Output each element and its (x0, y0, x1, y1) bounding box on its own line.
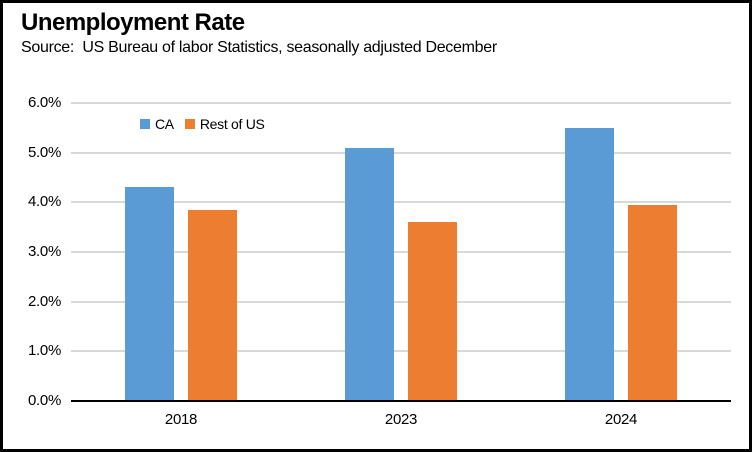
bar-rest-of-us-2023 (408, 222, 457, 401)
legend-label: CA (155, 116, 174, 132)
gridline (71, 151, 731, 154)
legend-label: Rest of US (199, 116, 265, 132)
legend-item-ca: CA (140, 116, 174, 132)
x-tick-label: 2018 (164, 411, 198, 428)
y-tick-label: 1.0% (28, 342, 61, 360)
legend-item-rest-of-us: Rest of US (184, 116, 265, 132)
y-tick-label: 5.0% (28, 143, 61, 161)
y-tick-label: 0.0% (28, 392, 61, 409)
gridline (71, 350, 731, 353)
y-tick-label: 6.0% (28, 94, 61, 111)
bar-rest-of-us-2018 (188, 209, 237, 401)
legend-swatch-icon (184, 119, 195, 129)
legend-swatch-icon (140, 119, 150, 129)
x-tick-label: 2024 (604, 411, 638, 428)
y-tick-label: 2.0% (28, 292, 61, 310)
bar-ca-2018 (125, 187, 174, 401)
x-tick-label: 2023 (384, 411, 418, 428)
y-tick-label: 4.0% (28, 193, 61, 211)
gridline (71, 300, 731, 303)
plot-area: 6.0% 5.0% 4.0% 3.0% 2.0% 1.0% 0.0% 2018 2023 2024 (3, 3, 749, 449)
bar-ca-2024 (565, 127, 614, 401)
bar-rest-of-us-2024 (628, 204, 677, 401)
gridline (71, 251, 731, 253)
chart-title: Unemployment Rate (21, 9, 245, 36)
y-tick-label: 3.0% (28, 243, 61, 260)
bar-ca-2023 (345, 147, 394, 401)
gridline (71, 201, 731, 204)
legend: CA Rest of US (140, 116, 265, 132)
gridline (71, 102, 731, 104)
x-axis-line (71, 400, 731, 402)
chart-subtitle: Source: US Bureau of labor Statistics, s… (21, 39, 497, 56)
